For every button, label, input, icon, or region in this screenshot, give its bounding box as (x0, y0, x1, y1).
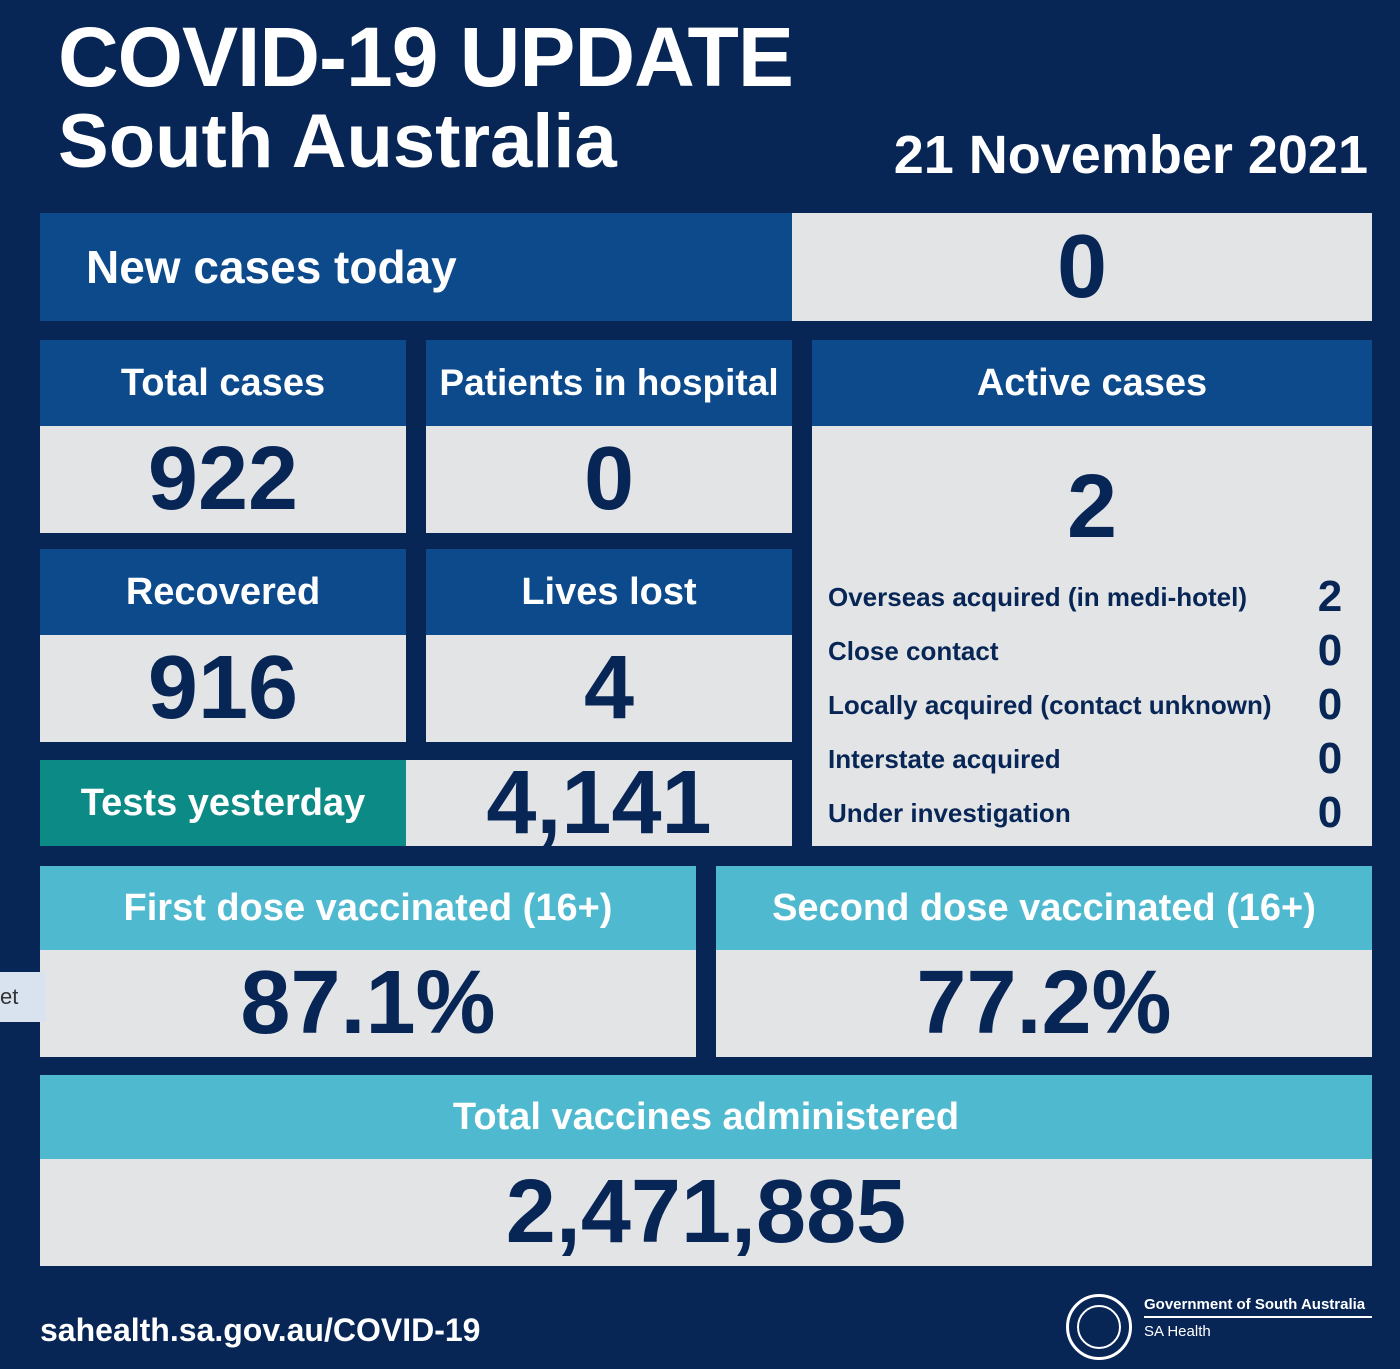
active-row-interstate: Interstate acquired 0 (828, 732, 1350, 786)
lives-lost-label: Lives lost (426, 549, 792, 635)
recovered-label: Recovered (40, 549, 406, 635)
government-name: Government of South Australia (1144, 1296, 1372, 1318)
active-row-value: 0 (1317, 680, 1343, 729)
tests-label: Tests yesterday (40, 760, 406, 846)
sa-government-seal-icon (1066, 1294, 1132, 1360)
hospital-label: Patients in hospital (426, 340, 792, 426)
active-cases-value: 2 (1066, 457, 1118, 557)
new-cases-label: New cases today (40, 213, 792, 321)
department-name: SA Health (1144, 1323, 1211, 1340)
active-row-investigation: Under investigation 0 (828, 786, 1350, 840)
total-vaccines-value: 2,471,885 (40, 1159, 1372, 1266)
side-tab[interactable]: et (0, 972, 46, 1022)
active-cases-panel: 2 (812, 426, 1372, 846)
active-row-label: Under investigation (828, 797, 1071, 828)
second-dose-value: 77.2% (716, 950, 1372, 1057)
active-row-locally-acquired: Locally acquired (contact unknown) 0 (828, 678, 1350, 732)
active-row-close-contact: Close contact 0 (828, 624, 1350, 678)
hospital-value: 0 (426, 426, 792, 533)
active-row-label: Locally acquired (contact unknown) (828, 689, 1272, 720)
footer-url-link[interactable]: sahealth.sa.gov.au/COVID-19 (40, 1312, 481, 1348)
active-breakdown: Overseas acquired (in medi-hotel) 2 Clos… (828, 570, 1350, 840)
active-row-label: Close contact (828, 635, 999, 666)
new-cases-value: 0 (792, 213, 1372, 321)
total-vaccines-label: Total vaccines administered (40, 1075, 1372, 1159)
second-dose-label: Second dose vaccinated (16+) (716, 866, 1372, 950)
first-dose-label: First dose vaccinated (16+) (40, 866, 696, 950)
recovered-value: 916 (40, 635, 406, 742)
update-date: 21 November 2021 (893, 125, 1368, 185)
lives-lost-value: 4 (426, 635, 792, 742)
first-dose-value: 87.1% (40, 950, 696, 1057)
tests-value: 4,141 (406, 753, 792, 853)
active-cases-label: Active cases (812, 340, 1372, 426)
page-subtitle: South Australia (58, 99, 617, 184)
active-row-value: 2 (1317, 572, 1343, 621)
active-row-value: 0 (1317, 626, 1343, 675)
total-cases-value: 922 (40, 426, 406, 533)
active-row-label: Overseas acquired (in medi-hotel) (828, 581, 1248, 612)
active-row-value: 0 (1317, 788, 1343, 837)
active-row-label: Interstate acquired (828, 743, 1061, 774)
active-row-value: 0 (1317, 734, 1343, 783)
active-row-overseas: Overseas acquired (in medi-hotel) 2 (828, 570, 1350, 624)
total-cases-label: Total cases (40, 340, 406, 426)
page-title: COVID-19 UPDATE (58, 10, 794, 104)
